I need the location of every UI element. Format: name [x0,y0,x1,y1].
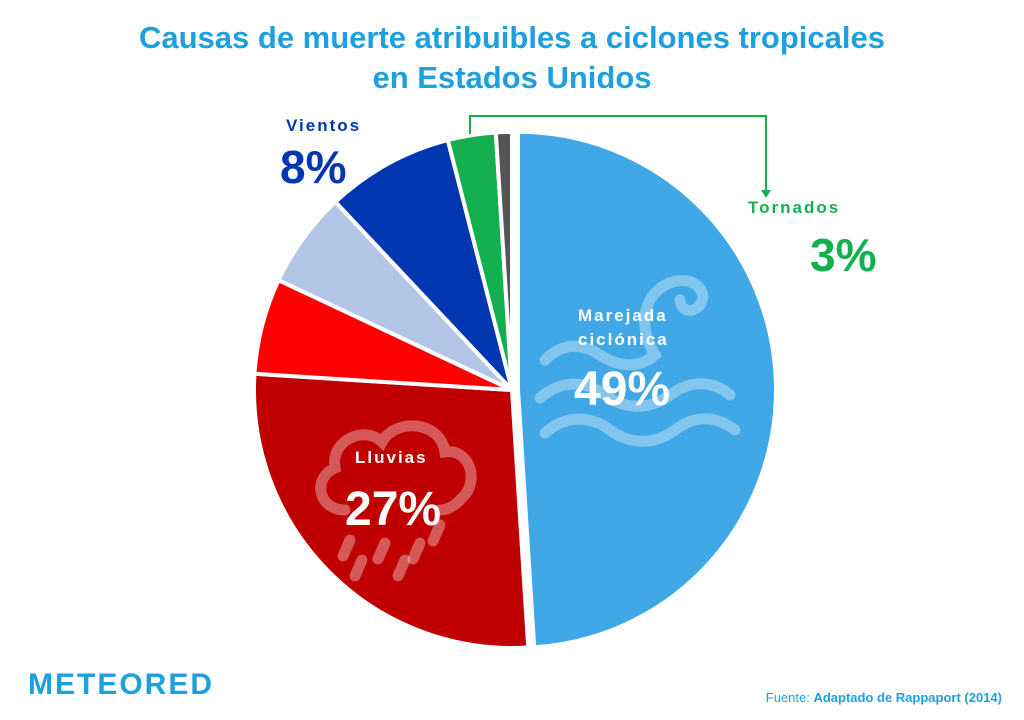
pie-slice-other-6 [493,130,514,392]
label-surge-pct: 49% [574,363,671,416]
wave-icon [534,275,741,447]
pie-slice-marejada-cicl-nica [515,129,778,650]
chart-title: Causas de muerte atribuibles a ciclones … [0,18,1024,98]
rain-cloud-icon [315,420,477,582]
meteored-logo: METEORED [28,668,215,701]
label-surge-line1: Marejada [578,306,668,325]
label-rain-pct: 27% [345,483,442,536]
source-note: Fuente: Adaptado de Rappaport (2014) [766,690,1002,705]
label-tornado: Tornados [748,198,841,217]
label-tornado-pct: 3% [810,229,877,281]
source-text: Adaptado de Rappaport (2014) [813,690,1002,705]
tornado-connector-arrow [761,190,771,198]
title-line-2: en Estados Unidos [372,60,652,95]
source-prefix: Fuente: [765,690,810,705]
label-rain: Lluvias [355,448,428,467]
label-wind: Vientos [286,116,362,135]
pie-slice-vientos [333,138,514,392]
pie-slice-lluvias [252,371,531,650]
pie-slices [252,129,778,650]
title-line-1: Causas de muerte atribuibles a ciclones … [138,20,885,55]
tornado-connector [469,115,767,192]
label-wind-pct: 8% [280,141,347,193]
label-surge-line2: ciclónica [578,330,669,349]
